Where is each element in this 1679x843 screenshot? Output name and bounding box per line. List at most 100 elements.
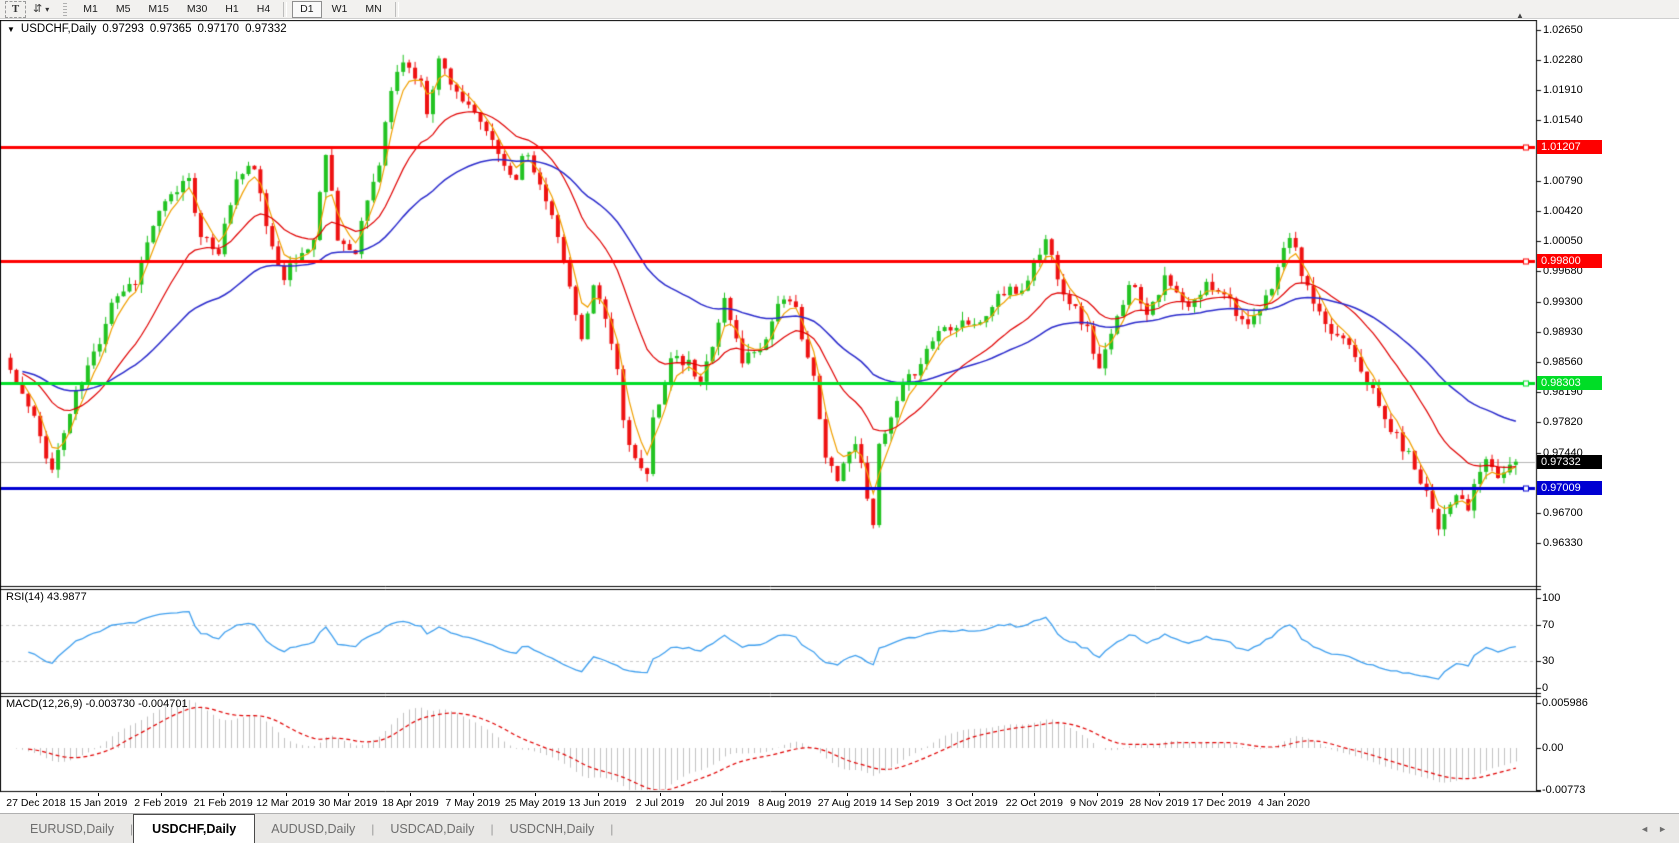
toolbar-separator <box>394 1 399 17</box>
text-tool-label: T <box>11 3 20 15</box>
date-axis-tickmark <box>1284 793 1285 796</box>
price-axis-tick: 1.02650 <box>1543 24 1583 36</box>
price-axis-tick: 0.97820 <box>1543 416 1583 429</box>
date-axis-tickmark <box>972 793 973 796</box>
price-axis-tick: 0.99300 <box>1543 295 1583 308</box>
rsi-indicator-label: RSI(14) 43.9877 <box>6 591 87 603</box>
price-level-label-0.97009[interactable]: 0.97009 <box>1537 480 1602 495</box>
timeframe-button-h1[interactable]: H1 <box>225 2 239 15</box>
quote-open: 0.97293 <box>102 23 144 35</box>
date-axis-tickmark <box>410 793 412 796</box>
price-chart-canvas[interactable] <box>0 20 1679 793</box>
date-axis-tickmark <box>223 793 225 796</box>
chart-tab-bar: EURUSD,Daily | USDCHF,Daily AUDUSD,Daily | US… <box>0 813 1679 843</box>
date-axis-tickmark <box>847 793 849 796</box>
symbols-icon: ⇵ <box>33 2 43 15</box>
tab-scroll-controls: ◄ ► <box>1640 814 1667 843</box>
date-axis-label: 14 Sep 2019 <box>879 797 940 809</box>
timeframe-button-m15[interactable]: M15 <box>148 2 169 15</box>
rsi-axis-tick: 100 <box>1542 592 1561 604</box>
date-axis-label: 12 Mar 2019 <box>256 797 316 809</box>
price-level-label-0.98303[interactable]: 0.98303 <box>1537 375 1602 390</box>
rsi-axis-tick: 30 <box>1542 655 1555 667</box>
macd-axis-tick: 0.005986 <box>1542 697 1588 709</box>
date-axis-label: 18 Apr 2019 <box>382 797 439 809</box>
date-axis-tickmark <box>722 793 724 796</box>
price-axis-tick: 0.96700 <box>1543 506 1583 519</box>
date-axis-tickmark <box>1096 793 1098 796</box>
rsi-axis-tick: 0 <box>1542 682 1549 694</box>
date-axis-label: 7 May 2019 <box>445 797 501 809</box>
rsi-axis-tick: 70 <box>1542 619 1555 631</box>
date-axis-label: 21 Feb 2019 <box>193 797 253 809</box>
tab-usdcad[interactable]: USDCAD,Daily <box>390 822 475 836</box>
chevron-down-icon: ▾ <box>45 4 50 14</box>
timeframe-button-m30[interactable]: M30 <box>186 2 208 15</box>
date-axis-label: 4 Jan 2020 <box>1258 797 1310 809</box>
date-axis-label: 13 Jun 2019 <box>568 797 627 809</box>
price-level-label-0.99800[interactable]: 0.99800 <box>1537 254 1602 269</box>
price-axis-tick: 1.00050 <box>1543 235 1583 248</box>
macd-axis-tick: -0.00773 <box>1542 784 1586 796</box>
price-axis-tick: 0.98560 <box>1543 355 1583 368</box>
date-axis-tickmark <box>1034 793 1036 796</box>
price-axis-tick: 0.96330 <box>1543 537 1583 549</box>
date-axis-label: 3 Oct 2019 <box>946 797 998 809</box>
quote-close: 0.97332 <box>245 23 287 35</box>
date-axis-label: 30 Mar 2019 <box>318 797 378 809</box>
date-axis-tickmark <box>1159 793 1161 796</box>
date-axis-tickmark <box>285 793 287 796</box>
tab-usdchf[interactable]: USDCHF,Daily <box>133 814 256 843</box>
text-tool-button[interactable]: T <box>5 0 26 18</box>
tab-eurusd[interactable]: EURUSD,Daily <box>30 822 115 836</box>
price-level-label-1.01207[interactable]: 1.01207 <box>1537 140 1602 155</box>
tab-audusd[interactable]: AUDUSD,Daily <box>271 822 356 836</box>
date-axis-label: 8 Aug 2019 <box>758 797 812 809</box>
date-axis-tickmark <box>597 793 599 796</box>
price-axis-tick: 1.00420 <box>1543 205 1583 217</box>
timeframe-button-d1[interactable]: D1 <box>292 0 322 18</box>
toolbar: T ⇵ ▾ M1 M5 M15 M30 H1 H4 D1 W1 MN <box>0 0 1679 19</box>
timeframe-button-w1[interactable]: W1 <box>331 2 348 15</box>
tab-scroll-right-icon[interactable]: ► <box>1658 823 1667 834</box>
chart-header: ▼ USDCHF,Daily 0.97293 0.97365 0.97170 0… <box>7 23 287 35</box>
date-axis-tickmark <box>36 793 37 796</box>
tab-separator: | <box>130 822 134 836</box>
timeframe-button-group: M1 M5 M15 M30 H1 H4 D1 W1 MN <box>74 0 402 18</box>
tab-separator: | <box>371 822 375 836</box>
tab-scroll-left-icon[interactable]: ◄ <box>1640 823 1650 834</box>
timeframe-button-m1[interactable]: M1 <box>83 2 98 15</box>
date-axis-label: 2 Jul 2019 <box>635 797 685 809</box>
price-axis-tick: 1.00790 <box>1543 174 1583 187</box>
price-axis-tick: 0.98930 <box>1543 325 1583 338</box>
date-axis-label: 22 Oct 2019 <box>1005 797 1063 809</box>
date-axis-tickmark <box>98 793 100 796</box>
price-axis-tick: 1.01910 <box>1543 84 1583 97</box>
date-axis-label: 27 Aug 2019 <box>817 797 877 809</box>
date-axis-tickmark <box>660 793 661 796</box>
price-level-label-0.97332[interactable]: 0.97332 <box>1537 454 1602 469</box>
toolbar-grip[interactable] <box>63 2 68 16</box>
date-axis-label: 28 Nov 2019 <box>1129 797 1189 809</box>
date-axis-tickmark <box>348 793 349 796</box>
macd-axis-tick: 0.00 <box>1542 742 1564 754</box>
date-axis-tickmark <box>909 793 911 796</box>
price-axis-tick: 1.01540 <box>1543 114 1583 127</box>
price-axis-tick: 1.02280 <box>1543 54 1583 67</box>
timeframe-button-m5[interactable]: M5 <box>115 2 131 15</box>
timeframe-button-mn[interactable]: MN <box>365 2 382 15</box>
collapse-indicator-icon[interactable]: ▼ <box>7 24 15 34</box>
toolbar-separator <box>283 1 288 17</box>
date-axis-label: 20 Jul 2019 <box>695 797 750 809</box>
date-axis-label: 17 Dec 2019 <box>1191 797 1252 809</box>
chart-title: USDCHF,Daily <box>20 23 97 35</box>
date-axis-label: 27 Dec 2018 <box>6 797 66 809</box>
date-axis-tickmark <box>160 793 162 796</box>
date-axis-tickmark <box>784 793 786 796</box>
date-axis-label: 15 Jan 2019 <box>69 797 128 809</box>
symbols-dropdown-button[interactable]: ⇵ ▾ <box>30 2 52 17</box>
scroll-marker-icon[interactable]: ▲ <box>1516 11 1524 20</box>
tab-usdcnh[interactable]: USDCNH,Daily <box>509 822 595 836</box>
macd-indicator-label: MACD(12,26,9) -0.003730 -0.004701 <box>6 698 188 710</box>
timeframe-button-h4[interactable]: H4 <box>256 2 271 15</box>
